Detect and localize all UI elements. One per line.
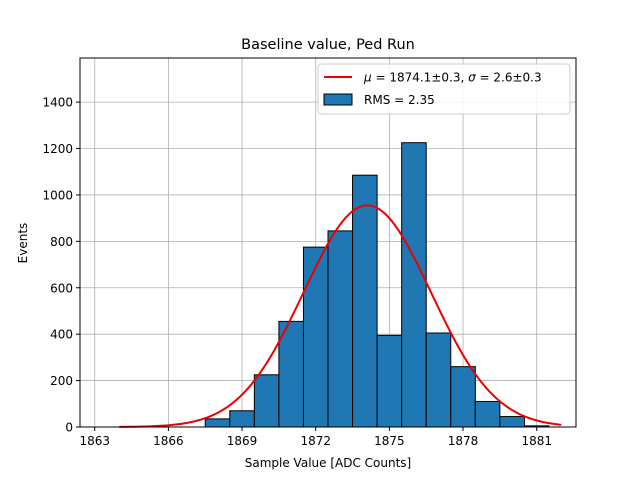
x-tick-label: 1866 — [153, 434, 184, 448]
x-axis-label: Sample Value [ADC Counts] — [245, 456, 411, 470]
y-axis-label: Events — [16, 223, 30, 264]
y-tick-label: 0 — [65, 421, 73, 435]
y-tick-label: 600 — [50, 281, 73, 295]
y-tick-label: 1000 — [42, 188, 73, 202]
legend-fit-label: μ = 1874.1±0.3, σ = 2.6±0.3 — [363, 71, 542, 85]
plot-frame — [79, 57, 577, 428]
chart-title: Baseline value, Ped Run — [241, 37, 415, 53]
x-tick-label: 1863 — [79, 434, 110, 448]
histogram-bars — [204, 142, 550, 428]
histogram-bar — [278, 320, 304, 428]
y-axis-ticks: 0 200 400 600 800 1000 1200 1400 — [42, 96, 80, 435]
histogram-bar — [302, 246, 329, 428]
histogram-bar — [327, 230, 354, 428]
y-tick-label: 200 — [50, 374, 73, 388]
histogram-bar — [474, 400, 501, 428]
x-tick-label: 1878 — [448, 434, 479, 448]
x-axis-ticks: 1863 1866 1869 1872 1875 1878 1881 — [79, 427, 552, 448]
legend: μ = 1874.1±0.3, σ = 2.6±0.3 RMS = 2.35 — [317, 63, 571, 115]
x-tick-label: 1869 — [227, 434, 258, 448]
legend-hist-swatch — [323, 93, 353, 106]
x-tick-label: 1875 — [374, 434, 405, 448]
y-tick-label: 1200 — [42, 142, 73, 156]
histogram-bar — [425, 332, 452, 428]
y-tick-label: 1400 — [42, 96, 73, 110]
y-tick-label: 400 — [50, 328, 73, 342]
gaussian-fit-curve — [119, 204, 562, 428]
legend-box — [317, 63, 571, 115]
histogram-bar — [253, 374, 280, 428]
legend-hist-label: RMS = 2.35 — [364, 93, 435, 107]
histogram-bar — [204, 418, 231, 428]
y-tick-label: 800 — [50, 235, 73, 249]
histogram-bar — [450, 366, 476, 428]
histogram-bar — [376, 334, 403, 428]
grid-lines — [80, 58, 576, 428]
x-tick-label: 1872 — [300, 434, 331, 448]
histogram-bar — [499, 416, 525, 428]
histogram-bar — [352, 174, 378, 428]
histogram-bar — [401, 142, 427, 428]
x-tick-label: 1881 — [521, 434, 552, 448]
histogram-bar — [229, 410, 255, 428]
